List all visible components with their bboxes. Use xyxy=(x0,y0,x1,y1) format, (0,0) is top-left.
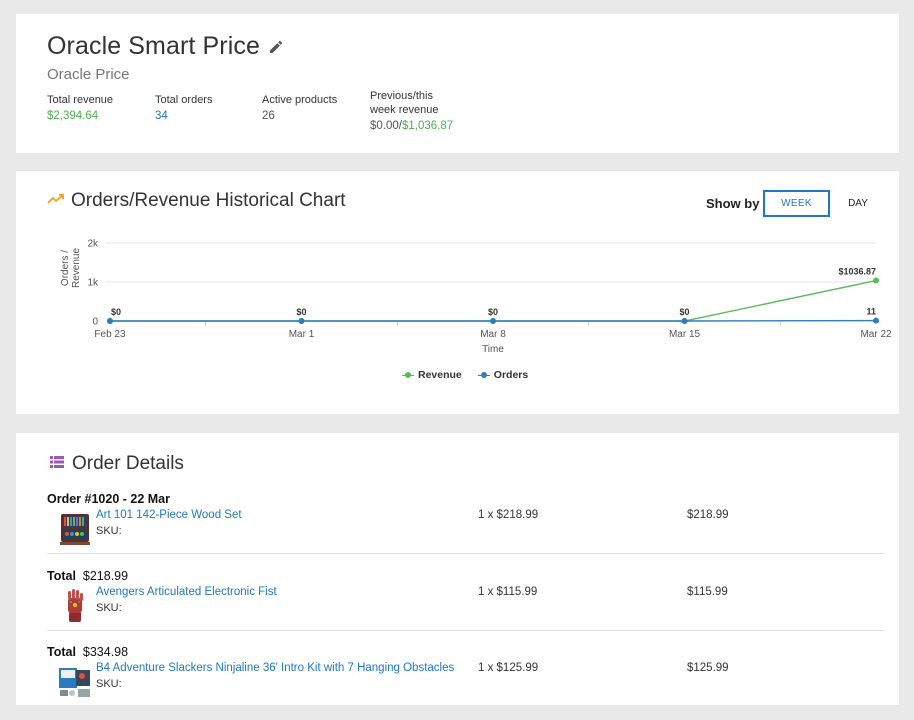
quantity-price: 1 x $218.99 xyxy=(478,509,539,521)
order-details-title-row: Order Details xyxy=(50,453,184,475)
week-button[interactable]: WEEK xyxy=(763,190,830,217)
data-label-revenue: $1036.87 xyxy=(838,267,876,277)
stat-label: Active products xyxy=(262,94,338,106)
y-tick-label: 1k xyxy=(87,278,99,289)
stat-value: 26 xyxy=(262,110,275,122)
legend-marker-orders xyxy=(477,371,490,379)
separator: / xyxy=(398,120,402,132)
order-block: Order #1020 - 22 Mar Art 101 142-Piece W… xyxy=(47,492,885,549)
legend-item-revenue[interactable]: Revenue xyxy=(402,369,462,381)
line-total: $125.99 xyxy=(687,662,729,674)
stat-week-revenue: Previous/this week revenue $0.00/$1,036.… xyxy=(370,89,453,133)
x-tick-label: Mar 22 xyxy=(860,329,892,340)
order-heading: Order #1020 - 22 Mar xyxy=(47,492,885,506)
stat-label-line2: week revenue xyxy=(370,104,439,116)
prev-week-revenue: $0.00 xyxy=(370,120,399,132)
order-total-label: Total xyxy=(47,569,76,583)
order-total-label: Total xyxy=(47,645,76,659)
order-heading: Total $334.98 xyxy=(47,645,885,659)
data-label-revenue: $0 xyxy=(296,307,306,317)
order-item-row: Art 101 142-Piece Wood Set SKU: 1 x $218… xyxy=(47,509,885,549)
chart-card: 0 1k 2k Feb 23 Mar 1 Mar 8 Mar 15 Mar 22 Time Ord… xyxy=(16,171,899,414)
pencil-icon[interactable] xyxy=(268,39,284,55)
sku-label: SKU: xyxy=(96,678,122,690)
data-point-revenue xyxy=(873,277,879,284)
quantity-price: 1 x $125.99 xyxy=(478,662,539,674)
stat-total-orders: Total orders 34 xyxy=(155,93,212,123)
sku-label: SKU: xyxy=(96,602,122,614)
stat-value: $0.00/$1,036.87 xyxy=(370,119,453,133)
subtitle: Oracle Price xyxy=(47,66,130,83)
chart-title: Orders/Revenue Historical Chart xyxy=(71,190,346,211)
data-point-orders xyxy=(107,318,113,324)
stat-value: 34 xyxy=(155,110,168,122)
product-thumbnail-art-set[interactable] xyxy=(58,511,92,547)
order-heading-bold: Order #1020 - 22 Mar xyxy=(47,492,170,506)
data-label-revenue: $0 xyxy=(679,307,689,317)
divider xyxy=(47,553,885,554)
chart-legend: Revenue Orders xyxy=(402,369,544,381)
data-point-orders xyxy=(298,318,305,324)
stat-label: Total revenue xyxy=(47,94,114,106)
line-total: $115.99 xyxy=(687,586,728,598)
data-label-revenue: $0 xyxy=(111,307,121,317)
x-tick-label: Feb 23 xyxy=(94,329,126,340)
list-icon xyxy=(50,455,64,473)
title-row: Oracle Smart Price xyxy=(47,32,284,61)
product-link[interactable]: Avengers Articulated Electronic Fist xyxy=(96,586,277,598)
show-by-label: Show by xyxy=(706,196,760,211)
order-total-value: $334.98 xyxy=(82,645,129,659)
y-tick-label: 0 xyxy=(92,317,98,328)
x-tick-label: Mar 15 xyxy=(669,329,701,340)
order-details-card: Order Details Order #1020 - 22 Mar xyxy=(16,433,899,705)
data-point-orders xyxy=(681,318,688,324)
page-title: Oracle Smart Price xyxy=(47,32,260,60)
order-item-row: B4 Adventure Slackers Ninjaline 36' Intr… xyxy=(47,662,885,702)
order-total-value: $218.99 xyxy=(82,569,129,583)
day-button[interactable]: DAY xyxy=(838,190,878,217)
legend-label: Revenue xyxy=(418,369,462,381)
stat-total-revenue: Total revenue $2,394.64 xyxy=(47,93,113,123)
stat-value: $2,394.64 xyxy=(47,110,99,122)
trending-up-icon xyxy=(47,192,65,211)
line-total: $218.99 xyxy=(687,509,729,521)
this-week-revenue: $1,036.87 xyxy=(401,120,454,132)
legend-item-orders[interactable]: Orders xyxy=(477,369,529,381)
stat-active-products: Active products 26 xyxy=(262,93,337,123)
quantity-price: 1 x $115.99 xyxy=(478,586,538,598)
x-tick-label: Mar 1 xyxy=(289,329,315,340)
order-block: Total $218.99 Avengers Articulated Elect… xyxy=(47,569,885,626)
x-axis-title: Time xyxy=(482,344,504,355)
order-item-row: Avengers Articulated Electronic Fist SKU… xyxy=(47,586,885,626)
product-thumbnail-ninjaline[interactable] xyxy=(58,664,92,700)
data-point-orders xyxy=(873,317,879,324)
legend-label: Orders xyxy=(493,369,529,381)
y-tick-label: 2k xyxy=(87,239,99,250)
data-point-orders xyxy=(490,318,496,324)
product-link[interactable]: B4 Adventure Slackers Ninjaline 36' Intr… xyxy=(96,662,455,674)
order-block: Total $334.98 B4 Adventure Slackers Ninj… xyxy=(47,645,885,702)
y-axis-title: Orders /Revenue xyxy=(60,248,82,288)
order-details-title: Order Details xyxy=(72,453,184,474)
summary-card: Oracle Smart Price Oracle Price Total re… xyxy=(16,14,899,153)
legend-marker-revenue xyxy=(402,371,414,379)
order-heading: Total $218.99 xyxy=(47,569,885,583)
data-label-orders: 11 xyxy=(866,307,876,317)
chart-title-row: Orders/Revenue Historical Chart xyxy=(47,190,346,212)
divider xyxy=(47,630,885,631)
chart-canvas: 0 1k 2k Feb 23 Mar 1 Mar 8 Mar 15 Mar 22 Time Ord… xyxy=(60,239,892,356)
x-tick-label: Mar 8 xyxy=(480,329,506,340)
product-link[interactable]: Art 101 142-Piece Wood Set xyxy=(96,509,242,521)
stat-label-line1: Previous/this xyxy=(370,90,433,102)
sku-label: SKU: xyxy=(96,525,122,537)
stat-label: Total orders xyxy=(155,94,213,106)
data-label-revenue: $0 xyxy=(488,307,498,317)
product-thumbnail-gauntlet[interactable] xyxy=(58,588,92,624)
